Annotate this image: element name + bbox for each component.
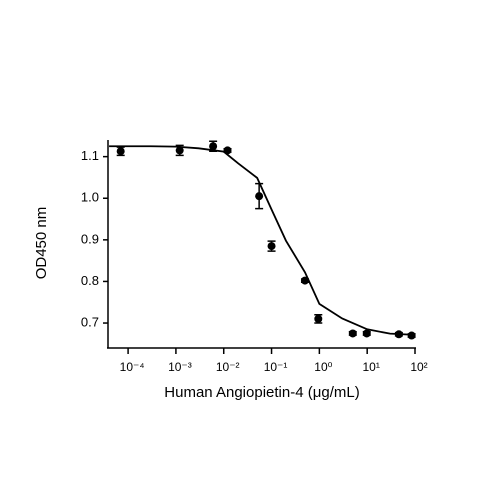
data-point — [314, 314, 323, 323]
fit-curve — [109, 145, 416, 336]
x-tick-label: 10² — [410, 360, 427, 374]
data-point — [348, 329, 357, 338]
data-point — [175, 146, 184, 155]
x-tick-label: 10⁻² — [216, 360, 240, 374]
data-point — [267, 242, 276, 251]
x-tick-label: 10⁻³ — [168, 360, 192, 374]
x-tick-label: 10⁻⁴ — [120, 360, 145, 374]
data-point — [209, 142, 218, 151]
y-tick-label: 0.8 — [81, 273, 99, 288]
data-point — [362, 329, 371, 338]
data-point — [255, 192, 264, 201]
y-axis-label: OD450 nm — [33, 207, 50, 280]
y-tick-label: 0.7 — [81, 314, 99, 329]
y-tick-label: 1.1 — [81, 148, 99, 163]
y-tick-label: 1.0 — [81, 190, 99, 205]
x-tick-label: 10¹ — [363, 360, 380, 374]
y-tick-label: 0.9 — [81, 231, 99, 246]
x-tick-label: 10⁰ — [314, 360, 332, 374]
x-axis-label: Human Angiopietin-4 (μg/mL) — [164, 384, 359, 401]
x-tick-label: 10⁻¹ — [264, 360, 288, 374]
data-point — [116, 147, 125, 156]
